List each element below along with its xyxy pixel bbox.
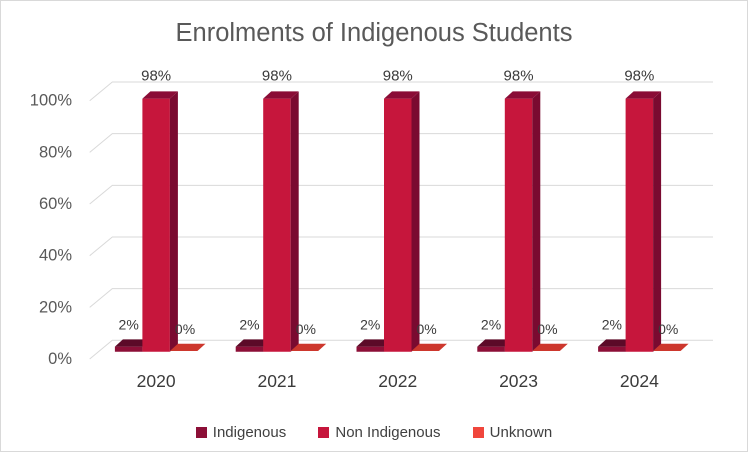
svg-text:2%: 2% (602, 317, 622, 333)
svg-text:2%: 2% (360, 317, 380, 333)
svg-text:80%: 80% (39, 143, 72, 161)
svg-text:2021: 2021 (257, 371, 296, 391)
svg-text:2024: 2024 (620, 371, 659, 391)
svg-text:0%: 0% (417, 321, 437, 337)
svg-text:2023: 2023 (499, 371, 538, 391)
svg-text:98%: 98% (624, 68, 654, 85)
svg-text:0%: 0% (537, 321, 557, 337)
svg-text:60%: 60% (39, 195, 72, 213)
svg-text:2%: 2% (119, 317, 139, 333)
svg-text:98%: 98% (504, 68, 534, 85)
svg-text:98%: 98% (141, 68, 171, 85)
svg-text:0%: 0% (296, 321, 316, 337)
svg-text:0%: 0% (175, 321, 195, 337)
svg-text:98%: 98% (383, 68, 413, 85)
svg-text:2%: 2% (481, 317, 501, 333)
svg-text:2022: 2022 (378, 371, 417, 391)
svg-text:0%: 0% (658, 321, 678, 337)
svg-text:0%: 0% (48, 350, 72, 368)
svg-text:2%: 2% (239, 317, 259, 333)
svg-text:98%: 98% (262, 68, 292, 85)
svg-text:20%: 20% (39, 298, 72, 316)
svg-text:100%: 100% (30, 92, 73, 110)
svg-text:40%: 40% (39, 247, 72, 265)
svg-text:2020: 2020 (137, 371, 176, 391)
